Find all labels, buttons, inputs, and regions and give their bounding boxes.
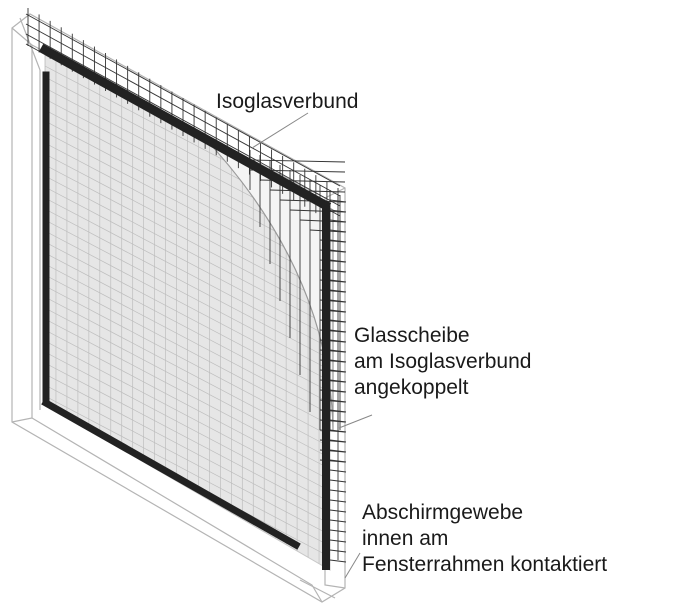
label-abschirmgewebe: Abschirmgewebe innen am Fensterrahmen ko…: [362, 500, 607, 578]
label-glasscheibe-line-1: Glasscheibe: [354, 324, 470, 347]
label-glasscheibe: Glasscheibe am Isoglasverbund angekoppel…: [354, 323, 531, 401]
shielding-fabric-grid: [45, 55, 331, 570]
label-abschirm-line-2: innen am: [362, 527, 449, 550]
label-abschirm-line-3: Fensterrahmen kontaktiert: [362, 553, 608, 576]
leader-lines: [251, 112, 373, 579]
label-abschirm-line-1: Abschirmgewebe: [362, 501, 524, 524]
window-frame-bars: [38, 43, 332, 570]
label-glasscheibe-line-2: am Isoglasverbund: [354, 350, 532, 373]
label-glasscheibe-line-3: angekoppelt: [354, 376, 469, 399]
label-isoglasverbund: Isoglasverbund: [216, 90, 359, 113]
